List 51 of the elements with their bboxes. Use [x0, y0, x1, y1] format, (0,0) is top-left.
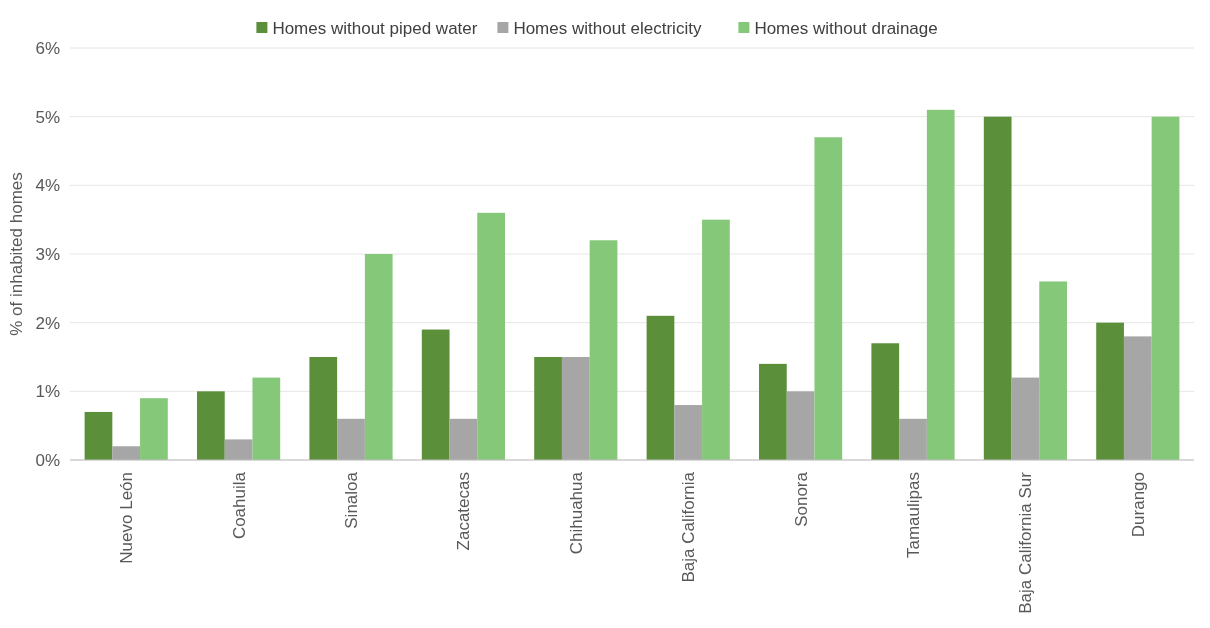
bar [477, 212, 505, 460]
bar [1039, 281, 1067, 460]
y-axis-title: % of inhabited homes [7, 172, 26, 336]
bar [534, 357, 562, 460]
y-tick-label: 2% [35, 313, 60, 333]
x-tick-label: Durango [1128, 472, 1148, 538]
bar [364, 254, 393, 460]
x-tick-label: Baja California [679, 471, 699, 583]
bar [702, 219, 730, 460]
bar [871, 343, 900, 460]
x-tick-label: Tamaulipas [903, 472, 923, 558]
bar [926, 109, 955, 460]
y-tick-label: 5% [35, 107, 60, 127]
bar [814, 137, 843, 460]
bar [421, 329, 450, 460]
y-tick-label: 4% [35, 176, 60, 196]
bar [646, 315, 675, 460]
bar [561, 357, 590, 460]
legend-label: Homes without piped water [272, 18, 478, 38]
x-tick-label: Sinaloa [341, 471, 361, 529]
bar [589, 240, 618, 460]
bar [449, 418, 478, 460]
bar [140, 398, 168, 460]
bar [1096, 322, 1124, 460]
bar [252, 377, 281, 460]
bar [899, 418, 927, 460]
y-tick-label: 6% [35, 38, 60, 58]
x-tick-label: Zacatecas [454, 472, 474, 551]
x-tick-label: Coahuila [229, 471, 249, 540]
bar [983, 116, 1012, 460]
x-tick-label: Sonora [791, 471, 811, 527]
legend-label: Homes without drainage [754, 18, 938, 38]
legend-label: Homes without electricity [513, 18, 702, 38]
bar [1151, 116, 1180, 460]
bar [84, 411, 113, 460]
bar [112, 446, 141, 460]
bar [759, 363, 787, 460]
x-tick-label: Chihuahua [566, 471, 586, 555]
bar [337, 418, 365, 460]
y-tick-label: 1% [35, 382, 60, 402]
bar [674, 405, 703, 460]
y-tick-label: 0% [35, 450, 60, 470]
y-tick-label: 3% [35, 244, 60, 264]
x-tick-label: Nuevo León [117, 472, 137, 564]
bar [1011, 377, 1040, 460]
bar [309, 357, 338, 460]
bar [224, 439, 253, 460]
bar [1123, 336, 1152, 460]
x-tick-label: Baja California Sur [1016, 471, 1036, 614]
bar [197, 391, 225, 460]
bar [786, 391, 815, 460]
